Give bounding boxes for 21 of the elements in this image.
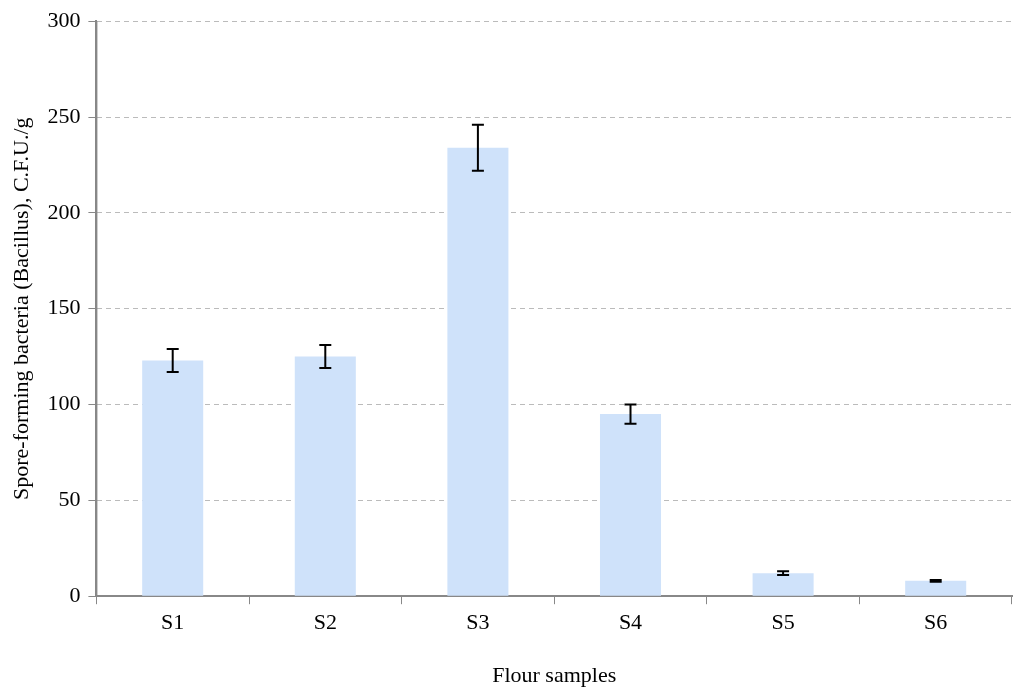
bar — [905, 580, 967, 596]
bar — [294, 356, 356, 596]
x-tick-label: S6 — [924, 609, 948, 635]
y-axis-title: Spore-forming bacteria (Bacillus), C.F.U./g — [7, 117, 33, 500]
x-tick-label: S3 — [466, 609, 490, 635]
x-tick-label: S4 — [618, 609, 643, 635]
x-tick-label: S2 — [313, 609, 337, 635]
x-axis-title: Flour samples — [492, 661, 617, 687]
y-tick-label: 50 — [58, 486, 81, 512]
bar — [599, 414, 662, 596]
bar — [752, 573, 814, 596]
bar — [447, 147, 509, 596]
y-tick-label: 250 — [47, 102, 81, 128]
y-tick-label: 100 — [47, 390, 81, 416]
y-tick-label: 300 — [47, 6, 81, 32]
y-tick-label: 150 — [47, 294, 81, 320]
y-tick-label: 0 — [69, 581, 81, 607]
bar — [142, 360, 204, 596]
y-tick-label: 200 — [47, 198, 81, 224]
x-tick-label: S5 — [771, 609, 795, 635]
x-tick-label: S1 — [161, 609, 185, 635]
